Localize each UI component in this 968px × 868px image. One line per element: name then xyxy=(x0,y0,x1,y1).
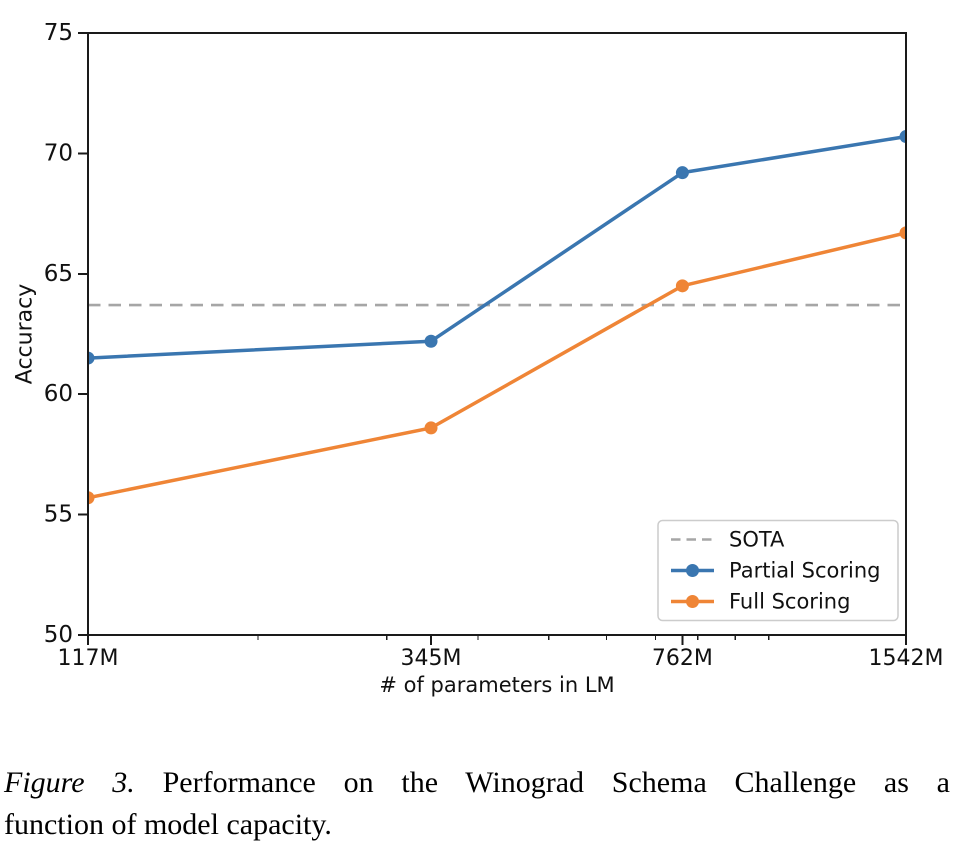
figure-caption: Figure 3. Performance on the Winograd Sc… xyxy=(4,762,950,846)
full-scoring-point-1542M xyxy=(899,226,906,240)
legend-sample-marker xyxy=(686,595,699,608)
y-tick-label: 50 xyxy=(44,622,73,648)
legend-label: SOTA xyxy=(729,528,785,552)
legend-label: Full Scoring xyxy=(729,590,850,614)
winograd-line-chart: 50 55 60 65 70 75 117M 345M 762M 1542M # of parame… xyxy=(13,20,944,697)
y-axis-label: Accuracy xyxy=(13,284,38,384)
x-tick-label: 1542M xyxy=(869,646,944,671)
partial-scoring-point-345M xyxy=(424,334,438,348)
caption-line-2: function of model capacity. xyxy=(4,808,332,841)
partial-scoring-point-1542M xyxy=(899,130,906,144)
partial-scoring-point-762M xyxy=(675,166,689,180)
partial-scoring-series xyxy=(88,130,906,365)
x-tick-label: 762M xyxy=(652,646,713,671)
y-tick-label: 70 xyxy=(44,140,73,166)
plot-frame xyxy=(87,32,907,636)
y-tick-label: 65 xyxy=(44,261,73,287)
y-tick-label: 60 xyxy=(44,381,73,407)
legend-sample-marker xyxy=(686,564,699,577)
caption-figure-label: Figure 3. xyxy=(4,766,135,799)
legend-item-sota: SOTA xyxy=(671,528,785,552)
legend-item-partial-scoring: Partial Scoring xyxy=(671,559,881,583)
legend-item-full-scoring: Full Scoring xyxy=(671,590,850,614)
x-tick-label: 345M xyxy=(401,646,462,671)
full-scoring-point-117M xyxy=(88,491,95,505)
y-tick-label: 55 xyxy=(44,502,73,528)
caption-text: Performance on the Winograd Schema Chall… xyxy=(162,766,951,799)
legend: SOTA Partial Scoring Full Scoring xyxy=(657,519,899,622)
y-tick-label: 75 xyxy=(44,20,73,46)
x-axis-label: # of parameters in LM xyxy=(379,673,614,697)
partial-scoring-point-117M xyxy=(88,351,95,365)
full-scoring-point-345M xyxy=(424,421,438,435)
full-scoring-line xyxy=(88,231,906,500)
partial-scoring-line xyxy=(88,134,906,360)
full-scoring-point-762M xyxy=(675,279,689,293)
full-scoring-series xyxy=(88,226,906,505)
legend-box xyxy=(657,519,899,622)
caption-line-1: Figure 3. Performance on the Winograd Sc… xyxy=(4,762,950,804)
legend-label: Partial Scoring xyxy=(729,559,881,583)
x-tick-label: 117M xyxy=(58,646,119,671)
